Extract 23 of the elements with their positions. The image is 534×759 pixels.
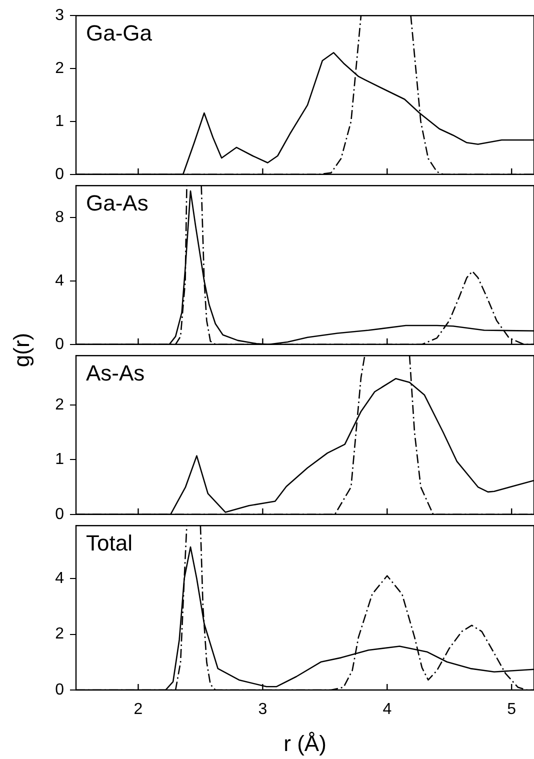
y-tick-label: 1 (55, 112, 64, 130)
y-tick-label: 4 (55, 272, 64, 290)
x-tick-label: 5 (507, 701, 516, 718)
annotation: Ga-Ga (86, 20, 153, 46)
x-tick-label: 4 (382, 701, 392, 718)
y-tick-label: 0 (55, 681, 64, 698)
x-axis-title: r (Å) (284, 730, 326, 756)
y-tick-label: 2 (55, 626, 64, 643)
y-tick-label: 8 (55, 208, 64, 226)
y-axis-title: g(r) (9, 332, 36, 368)
y-tick-label: 1 (55, 451, 64, 468)
y-tick-label: 2 (55, 60, 64, 77)
y-tick-label: 4 (55, 570, 64, 587)
x-tick-label: 2 (134, 701, 143, 718)
x-tick-label: 3 (258, 701, 268, 718)
y-tick-label: 0 (55, 336, 64, 353)
y-tick-label: 3 (55, 7, 64, 24)
y-tick-label: 2 (55, 396, 64, 414)
y-tick-label: 0 (55, 166, 64, 183)
annotation: Ga-As (86, 190, 148, 216)
annotation: Total (86, 530, 132, 556)
y-tick-label: 0 (55, 506, 64, 523)
annotation: As-As (86, 360, 145, 386)
